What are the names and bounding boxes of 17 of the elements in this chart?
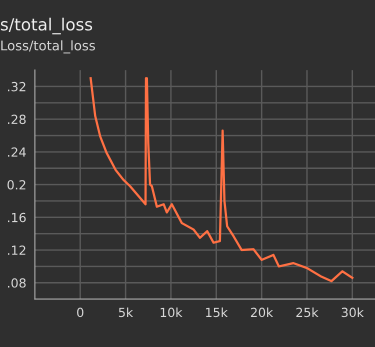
y-tick-label: .12 [8, 246, 26, 255]
x-tick-label: 10k [160, 307, 182, 318]
x-tick-label: 30k [342, 307, 364, 318]
x-tick-label: 15k [206, 307, 228, 318]
y-tick-label: .16 [8, 212, 26, 222]
y-tick-label: .32 [8, 82, 26, 92]
y-tick-label: 0.2 [7, 180, 26, 190]
x-tick-label: 20k [250, 307, 274, 318]
chart-title: s/total_loss [0, 18, 92, 34]
x-tick-label: 25k [296, 307, 319, 318]
line-series [90, 77, 354, 282]
y-tick-label: .08 [8, 278, 26, 288]
x-tick-label: 5k [118, 307, 134, 318]
x-tick-label: 0 [77, 308, 84, 318]
y-tick-label: .24 [8, 147, 26, 157]
y-tick-label: .28 [8, 114, 26, 124]
chart-subtitle: Loss/total_loss [1, 40, 95, 54]
